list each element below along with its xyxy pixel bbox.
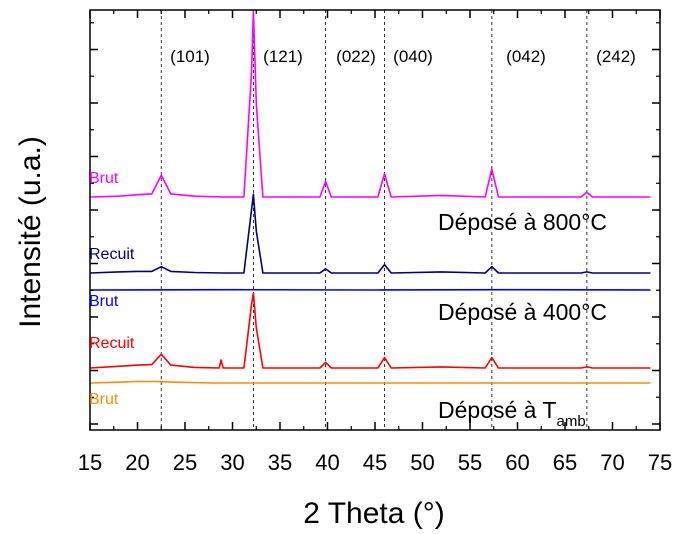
peak-label: (242) bbox=[596, 47, 636, 66]
peak-label: (022) bbox=[336, 47, 376, 66]
x-tick-label: 35 bbox=[268, 450, 292, 475]
peak-label: (121) bbox=[263, 47, 303, 66]
x-tick-label: 50 bbox=[410, 450, 434, 475]
x-tick-label: 60 bbox=[505, 450, 529, 475]
y-axis-ticks bbox=[90, 22, 660, 425]
x-tick-label: 45 bbox=[363, 450, 387, 475]
x-tick-label: 65 bbox=[553, 450, 577, 475]
peak-labels: (101) (121) (022) (040) (042) (242) bbox=[170, 47, 636, 66]
x-tick-label: 20 bbox=[125, 450, 149, 475]
peak-label: (042) bbox=[506, 47, 546, 66]
x-tick-label: 25 bbox=[173, 450, 197, 475]
y-axis-title: Intensité (u.a.) bbox=[14, 136, 47, 328]
series-line bbox=[89, 193, 651, 274]
series-line bbox=[89, 380, 651, 384]
group-label: Déposé à 800°C bbox=[438, 209, 607, 235]
group-label: Déposé à Tamb bbox=[438, 397, 586, 430]
series-label: Brut bbox=[89, 293, 119, 310]
peak-label: (040) bbox=[393, 47, 433, 66]
x-tick-label: 55 bbox=[458, 450, 482, 475]
series-layer bbox=[89, 10, 651, 384]
series-label: Recuit bbox=[89, 246, 135, 263]
series-label: Brut bbox=[89, 170, 119, 187]
x-tick-label: 40 bbox=[315, 450, 339, 475]
series-label: Recuit bbox=[89, 335, 135, 352]
series-labels: Brut Recuit Brut Recuit Brut bbox=[89, 170, 135, 408]
series-line bbox=[89, 292, 651, 369]
series-label: Brut bbox=[89, 391, 119, 408]
x-tick-label: 15 bbox=[78, 450, 102, 475]
group-label: Déposé à 400°C bbox=[438, 299, 607, 325]
series-line bbox=[89, 10, 651, 198]
x-axis-title: 2 Theta (°) bbox=[303, 497, 445, 530]
group-labels: Déposé à 800°C Déposé à 400°C Déposé à Tam… bbox=[438, 209, 607, 430]
x-tick-label: 75 bbox=[648, 450, 672, 475]
x-tick-label: 70 bbox=[600, 450, 624, 475]
peak-label: (101) bbox=[170, 47, 210, 66]
x-tick-label: 30 bbox=[220, 450, 244, 475]
peak-guide-lines bbox=[160, 10, 588, 430]
x-axis-ticks: 15 20 25 30 35 40 45 50 55 60 65 70 75 bbox=[78, 10, 672, 475]
